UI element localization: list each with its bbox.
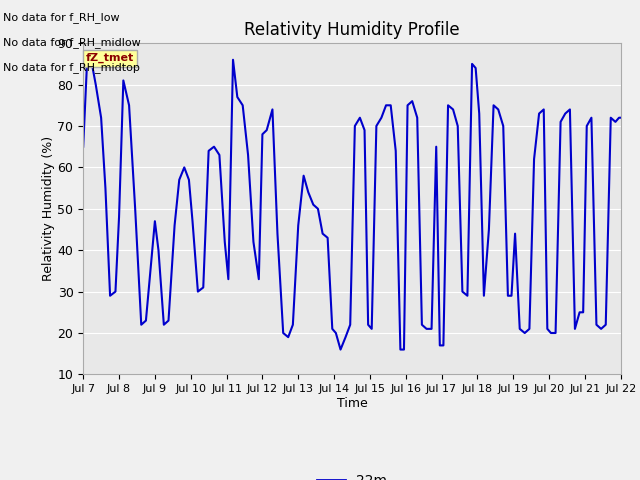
Text: fZ_tmet: fZ_tmet — [86, 53, 134, 63]
Legend: 22m: 22m — [312, 468, 392, 480]
X-axis label: Time: Time — [337, 397, 367, 410]
Text: No data for f_RH_midtop: No data for f_RH_midtop — [3, 62, 140, 73]
Title: Relativity Humidity Profile: Relativity Humidity Profile — [244, 21, 460, 39]
Text: No data for f_RH_low: No data for f_RH_low — [3, 12, 120, 23]
Text: No data for f_RH_midlow: No data for f_RH_midlow — [3, 37, 141, 48]
Y-axis label: Relativity Humidity (%): Relativity Humidity (%) — [42, 136, 54, 281]
